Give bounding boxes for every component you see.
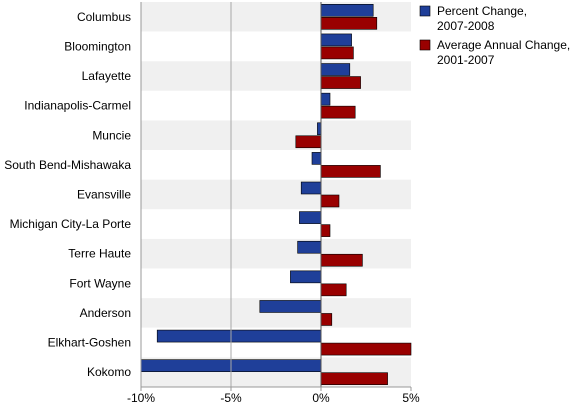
bar-percent-change-south-bend-mishawaka [311,152,322,165]
bar-average-annual-change-muncie [295,135,322,149]
category-label-elkhart-goshen: Elkhart-Goshen [48,336,131,350]
category-label-indianapolis-carmel: Indianapolis-Carmel [24,99,131,113]
x-tick-label: -5% [220,391,242,405]
category-labels: Columbus Bloomington Lafayette Indianapolis… [4,10,131,379]
x-tick-label: 5% [402,391,420,405]
tick-labels: -10% -5% 0% 5% [127,387,420,405]
axes-layer [140,2,411,388]
bar-average-annual-change-anderson [320,313,333,326]
bar-average-annual-change-michigan-city-la-porte [320,224,331,237]
category-label-lafayette: Lafayette [82,69,132,83]
x-tick-label: -10% [127,391,155,405]
category-label-evansville: Evansville [77,188,131,202]
legend-label-percent-change: Percent Change, 2007-2008 [437,4,527,33]
bar-average-annual-change-evansville [320,194,340,208]
legend: Percent Change, 2007-2008 Average Annual C… [419,4,570,67]
row-band [141,90,411,121]
bar-percent-change-michigan-city-la-porte [299,211,322,224]
category-label-terre-haute: Terre Haute [68,247,131,261]
row-band [141,61,411,91]
bar-percent-change-anderson [259,300,322,313]
bar-average-annual-change-bloomington [320,46,354,60]
row-band [141,31,411,62]
legend-swatch-percent-change [419,5,431,17]
bar-percent-change-muncie [317,122,322,136]
bar-percent-change-columbus [320,4,374,17]
row-bands [141,2,411,387]
row-band [141,238,411,269]
bar-percent-change-terre-haute [297,240,322,254]
row-band [141,268,411,299]
bar-average-annual-change-terre-haute [320,253,363,267]
bar-average-annual-change-south-bend-mishawaka [320,165,381,178]
bar-percent-change-lafayette [320,63,351,76]
category-label-south-bend-mishawaka: South Bend-Mishawaka [4,158,131,172]
category-label-fort-wayne: Fort Wayne [69,276,131,290]
bar-percent-change-evansville [300,181,322,195]
category-label-michigan-city-la-porte: Michigan City-La Porte [10,217,132,231]
row-band [141,209,411,239]
category-label-anderson: Anderson [80,306,131,320]
bar-average-annual-change-lafayette [320,76,361,89]
bar-percent-change-elkhart-goshen [156,329,322,343]
bar-percent-change-bloomington [320,33,352,47]
bar-average-annual-change-elkhart-goshen [320,342,412,356]
bar-average-annual-change-indianapolis-carmel [320,105,356,119]
category-label-bloomington: Bloomington [64,39,131,53]
category-label-columbus: Columbus [77,10,131,24]
row-band [141,179,411,210]
bar-average-annual-change-kokomo [320,372,388,385]
category-label-kokomo: Kokomo [87,365,131,379]
legend-swatch-average-annual-change [419,39,431,51]
category-label-muncie: Muncie [92,128,131,142]
legend-label-average-annual-change: Average Annual Change, 2001-2007 [437,38,570,67]
x-tick-label: 0% [312,391,330,405]
row-band [141,120,411,151]
bar-average-annual-change-fort-wayne [320,283,347,297]
bar-percent-change-indianapolis-carmel [320,92,331,106]
bar-average-annual-change-columbus [320,17,378,30]
bar-percent-change-fort-wayne [290,270,322,284]
